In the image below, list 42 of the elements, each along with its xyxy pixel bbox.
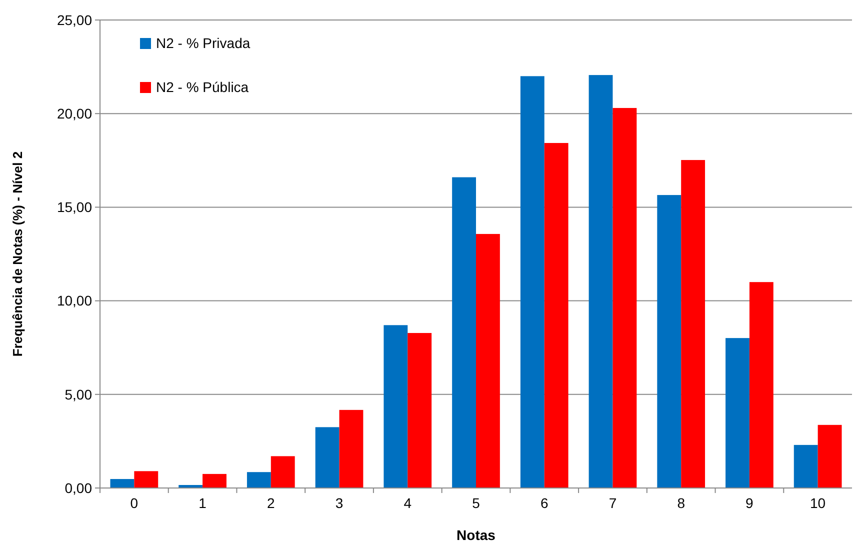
legend-label: N2 - % Pública xyxy=(156,79,249,95)
y-tick-label: 15,00 xyxy=(56,199,92,216)
bar xyxy=(452,177,476,488)
x-tick-label: 8 xyxy=(677,495,686,511)
bar xyxy=(202,474,226,488)
y-axis-title: Frequência de Notas (%) - Nível 2 xyxy=(10,151,25,357)
bar xyxy=(520,76,544,488)
y-tick-label: 5,00 xyxy=(64,386,92,402)
bar xyxy=(657,195,682,488)
bar xyxy=(315,427,340,488)
bar xyxy=(134,471,158,488)
bar xyxy=(246,472,271,488)
x-tick-label: 9 xyxy=(746,495,754,511)
bar xyxy=(270,456,295,488)
bar xyxy=(544,142,568,488)
x-tick-label: 5 xyxy=(472,495,480,511)
x-tick-label: 6 xyxy=(540,495,548,511)
legend-label: N2 - % Privada xyxy=(156,35,250,51)
bar xyxy=(110,479,134,488)
bar xyxy=(726,338,750,488)
bar xyxy=(612,108,637,488)
x-tick-label: 3 xyxy=(335,495,344,511)
bar xyxy=(339,410,364,488)
bar xyxy=(476,234,500,488)
bar xyxy=(681,160,706,488)
x-tick-label: 2 xyxy=(267,495,276,511)
bar xyxy=(818,424,842,488)
y-tick-label: 0,00 xyxy=(64,480,92,496)
x-tick-label: 4 xyxy=(404,495,412,511)
bar xyxy=(794,444,818,488)
bar xyxy=(588,75,613,488)
x-tick-label: 0 xyxy=(130,495,138,511)
bar xyxy=(408,333,432,488)
bar xyxy=(384,325,408,488)
y-tick-label: 25,00 xyxy=(56,12,92,28)
y-tick-label: 20,00 xyxy=(56,106,92,122)
x-tick-label: 1 xyxy=(198,495,207,511)
bar xyxy=(749,282,774,488)
y-tick-label: 10,00 xyxy=(56,292,92,309)
x-tick-label: 10 xyxy=(810,495,826,511)
x-tick-label: 7 xyxy=(608,495,617,511)
x-axis-title: Notas xyxy=(456,527,496,543)
